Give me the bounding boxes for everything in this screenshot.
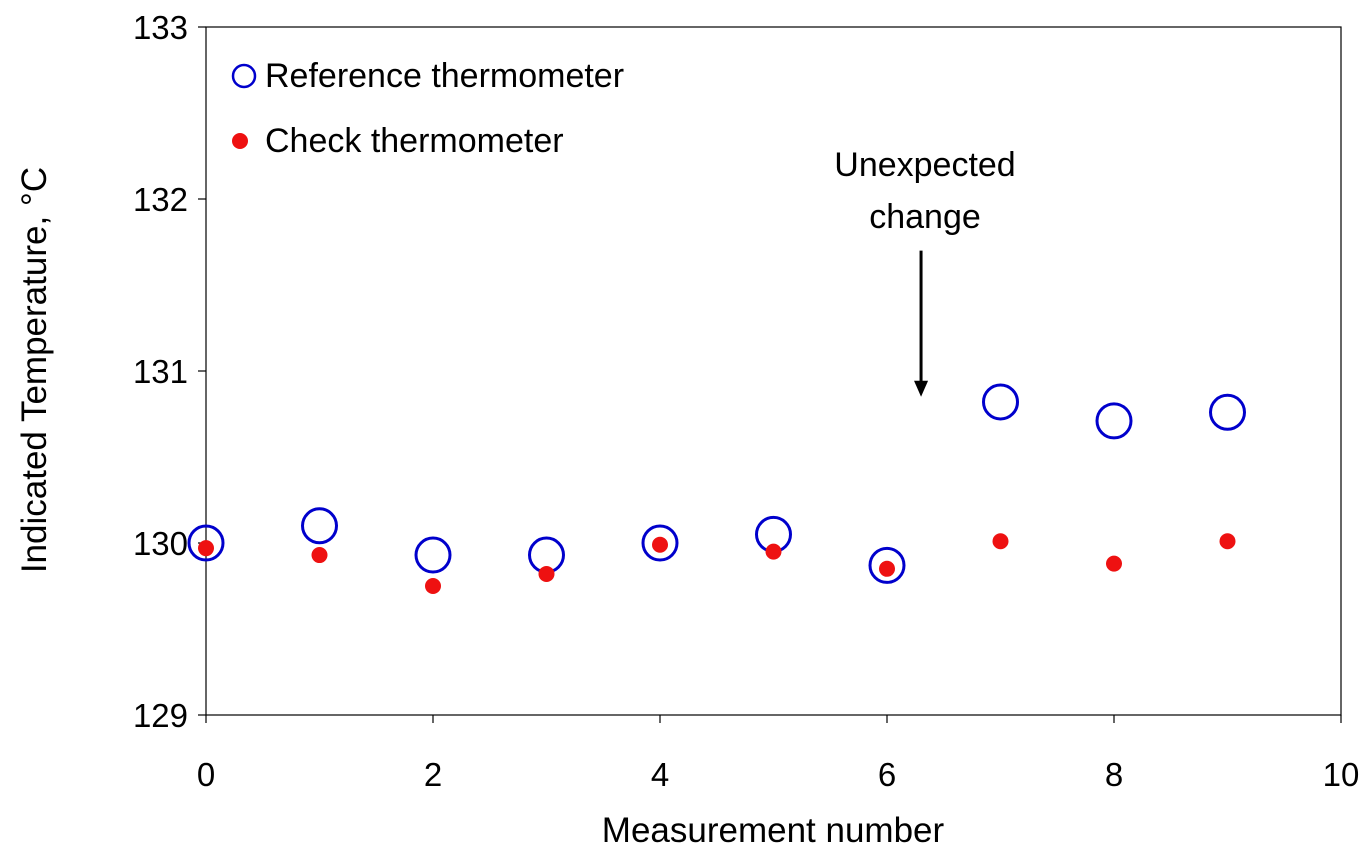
data-point	[187, 524, 225, 562]
x-tick-label: 2	[424, 756, 442, 793]
data-point	[992, 533, 1009, 550]
y-tick-label: 129	[133, 697, 188, 734]
data-point	[301, 507, 338, 545]
legend-label-check: Check thermometer	[265, 122, 564, 160]
x-tick-label: 4	[651, 756, 669, 793]
y-tick-label: 133	[133, 9, 188, 46]
legend-marker-reference	[231, 63, 257, 89]
annotation-arrow-head	[914, 380, 929, 397]
x-axis-title: Measurement number	[602, 811, 945, 850]
data-point	[641, 524, 679, 562]
x-tick-label: 8	[1105, 756, 1123, 793]
data-point	[982, 383, 1019, 421]
x-tick-label: 10	[1323, 756, 1360, 793]
y-axis: 129 130 131 132 133	[133, 9, 206, 734]
legend: Reference thermometer Check thermometer	[231, 57, 624, 160]
y-tick-label: 132	[133, 181, 188, 218]
data-point	[425, 578, 441, 594]
data-point	[868, 546, 906, 584]
data-point	[1219, 533, 1236, 550]
data-point	[879, 560, 895, 577]
x-tick-label: 0	[197, 756, 215, 793]
annotation-text-line2: change	[869, 198, 981, 236]
y-axis-title: Indicated Temperature, °C	[15, 167, 54, 573]
data-point	[765, 543, 782, 560]
legend-marker-check	[232, 133, 248, 149]
legend-label-reference: Reference thermometer	[265, 57, 624, 95]
data-point	[414, 536, 452, 574]
y-tick-label: 130	[133, 525, 188, 562]
x-axis: 0 2 4 6 8 10	[197, 715, 1360, 793]
data-point	[538, 565, 555, 582]
data-point	[311, 547, 328, 564]
data-point	[198, 540, 214, 557]
data-series	[187, 383, 1246, 594]
annotation: Unexpected change	[834, 146, 1016, 397]
x-tick-label: 6	[878, 756, 896, 793]
data-point	[1209, 393, 1246, 431]
data-point	[652, 536, 668, 553]
series-check	[198, 533, 1236, 594]
data-point	[1095, 402, 1133, 440]
annotation-text-line1: Unexpected	[834, 146, 1015, 184]
series-reference	[187, 383, 1246, 584]
data-point	[1106, 555, 1122, 572]
y-tick-label: 131	[133, 353, 188, 390]
